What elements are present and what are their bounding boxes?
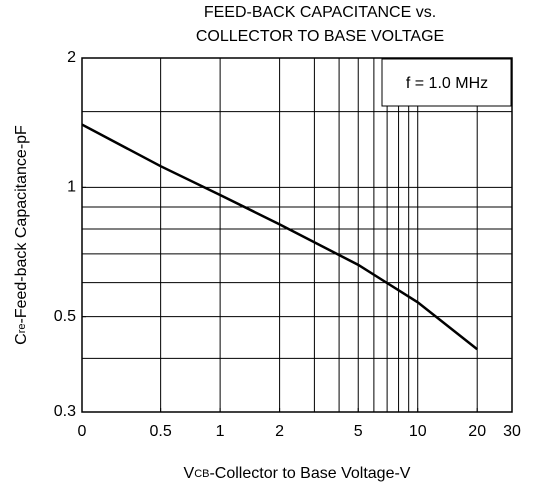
y-axis-label-rest: -Feed-back Capacitance-pF xyxy=(13,125,30,324)
x-axis-label-main: V xyxy=(184,465,195,482)
chart-title: FEED-BACK CAPACITANCE vs. xyxy=(204,4,436,21)
y-tick-label: 1 xyxy=(67,179,76,196)
x-tick-label: 5 xyxy=(354,423,363,440)
y-tick-label: 0.5 xyxy=(54,308,76,325)
x-tick-label: 30 xyxy=(503,423,521,440)
y-axis-label-sub: re xyxy=(16,323,28,333)
x-tick-label: 10 xyxy=(409,423,427,440)
x-axis-label-sub: CB xyxy=(194,468,209,480)
plot-frame xyxy=(81,57,513,413)
x-axis-label-rest: -Collector to Base Voltage-V xyxy=(209,465,410,482)
x-tick-label: 1 xyxy=(216,423,225,440)
x-tick-label: 2 xyxy=(275,423,284,440)
x-tick-label: 0.5 xyxy=(150,423,172,440)
y-tick-label: 0.3 xyxy=(54,403,76,420)
annotation-box xyxy=(381,58,512,107)
x-tick-label: 20 xyxy=(468,423,486,440)
y-axis-label: Cre-Feed-back Capacitance-pF xyxy=(13,125,30,345)
y-tick-label: 2 xyxy=(67,49,76,66)
line-series xyxy=(81,123,478,351)
y-axis-label-main: C xyxy=(13,333,30,345)
x-axis-label: VCB-Collector to Base Voltage-V xyxy=(184,465,411,482)
chart-title: COLLECTOR TO BASE VOLTAGE xyxy=(196,28,444,45)
x-tick-label: 0 xyxy=(78,423,87,440)
annotation: f = 1.0 MHz xyxy=(406,75,488,92)
